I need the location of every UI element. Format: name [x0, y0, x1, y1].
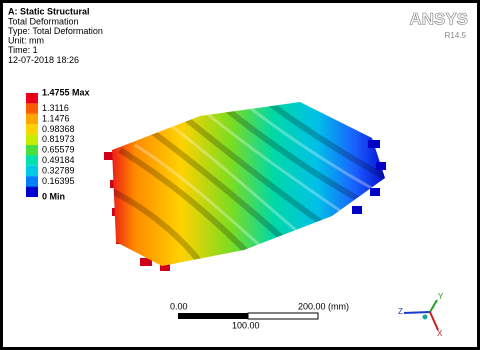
legend-swatch [26, 103, 38, 113]
legend-swatch [26, 187, 38, 197]
legend-swatch [26, 145, 38, 155]
legend-label: 1.3116 [42, 103, 69, 113]
legend-label: 0.32789 [42, 165, 75, 175]
header-line: 12-07-2018 18:26 [8, 55, 79, 65]
header-line: Time: 1 [8, 45, 38, 55]
legend-label: 0.65579 [42, 145, 75, 155]
legend-label: 0.81973 [42, 134, 75, 144]
legend-swatch [26, 114, 38, 124]
scale-middle: 100.00 [232, 320, 260, 330]
legend-label: 0.49184 [42, 155, 75, 165]
legend-swatch [26, 124, 38, 134]
triad-x: X [437, 329, 443, 338]
legend-swatch [26, 135, 38, 145]
legend-swatch [26, 166, 38, 176]
scale-end: 200.00 (mm) [298, 301, 349, 311]
legend-label: 0 Min [42, 191, 65, 201]
triad-z: Z [398, 307, 403, 316]
legend-label: 1.1476 [42, 113, 70, 123]
legend-swatch [26, 155, 38, 165]
header-line: Unit: mm [8, 36, 44, 46]
legend-swatch [26, 176, 38, 186]
legend-label: 1.4755 Max [42, 87, 90, 97]
header-line: Total Deformation [8, 16, 79, 26]
header-title: A: Static Structural [8, 6, 90, 16]
triad-y: Y [438, 292, 444, 301]
legend-swatch [26, 93, 38, 103]
logo-version: R14.5 [445, 31, 467, 40]
scale-start: 0.00 [170, 301, 188, 311]
viewport: A: Static Structural Total DeformationTy… [0, 0, 480, 350]
legend-label: 0.98368 [42, 124, 75, 134]
page: {"header": {"title": "A: Static Structur… [0, 0, 480, 350]
legend-label: 0.16395 [42, 176, 75, 186]
logo: ANSYS [409, 9, 468, 28]
header-line: Type: Total Deformation [8, 26, 103, 36]
